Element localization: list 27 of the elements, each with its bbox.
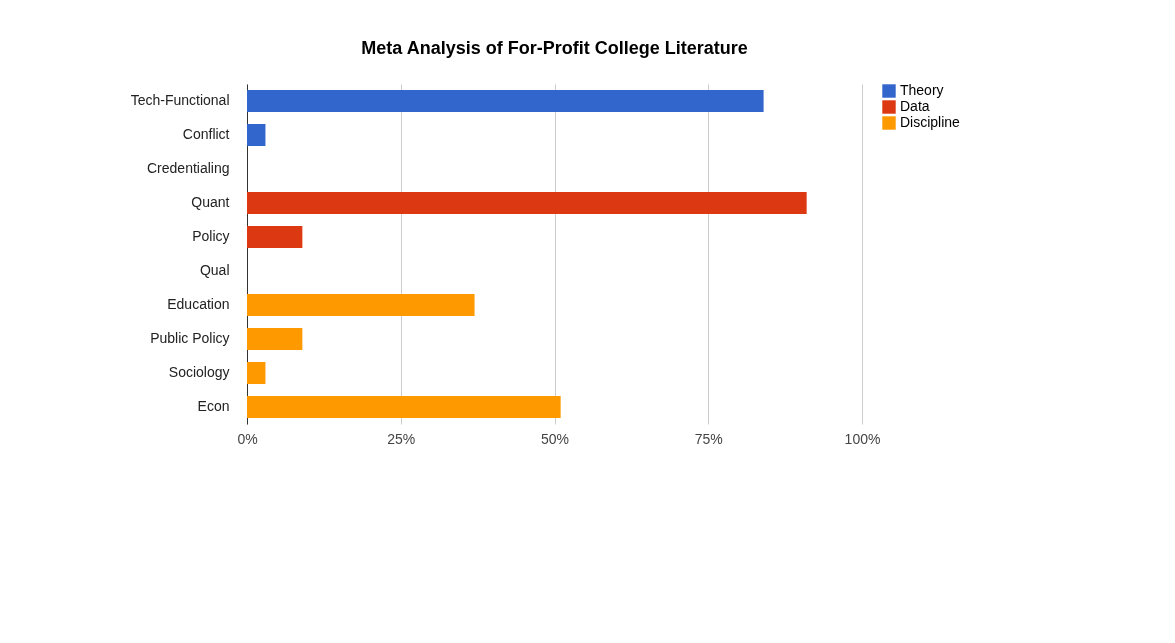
y-tick-label: Education	[167, 296, 230, 312]
y-tick-label: Tech-Functional	[130, 92, 230, 108]
legend-label: Data	[900, 98, 930, 114]
bar	[247, 294, 475, 316]
chart-title: Meta Analysis of For-Profit College Literature	[361, 38, 748, 58]
y-tick-label: Econ	[197, 398, 230, 414]
x-tick-label: 25%	[387, 430, 416, 447]
x-tick-label: 75%	[694, 430, 723, 447]
y-tick-label: Public Policy	[150, 330, 230, 346]
legend-label: Theory	[900, 82, 944, 98]
bar	[247, 328, 303, 350]
bar	[247, 192, 807, 214]
x-tick-label: 50%	[540, 430, 570, 447]
y-tick-label: Quant	[191, 194, 230, 210]
y-tick-label: Sociology	[168, 364, 230, 380]
y-tick-label: Credentialing	[147, 160, 230, 176]
bar	[247, 226, 303, 248]
legend-label: Discipline	[900, 114, 961, 130]
bar	[247, 396, 561, 418]
bar	[247, 90, 764, 112]
y-tick-label: Qual	[199, 262, 230, 278]
y-tick-label: Policy	[192, 228, 230, 244]
x-tick-label: 100%	[844, 430, 881, 447]
bar	[247, 124, 266, 146]
x-tick-label: 0%	[237, 430, 258, 447]
bar	[247, 362, 266, 384]
y-tick-label: Conflict	[182, 126, 230, 142]
